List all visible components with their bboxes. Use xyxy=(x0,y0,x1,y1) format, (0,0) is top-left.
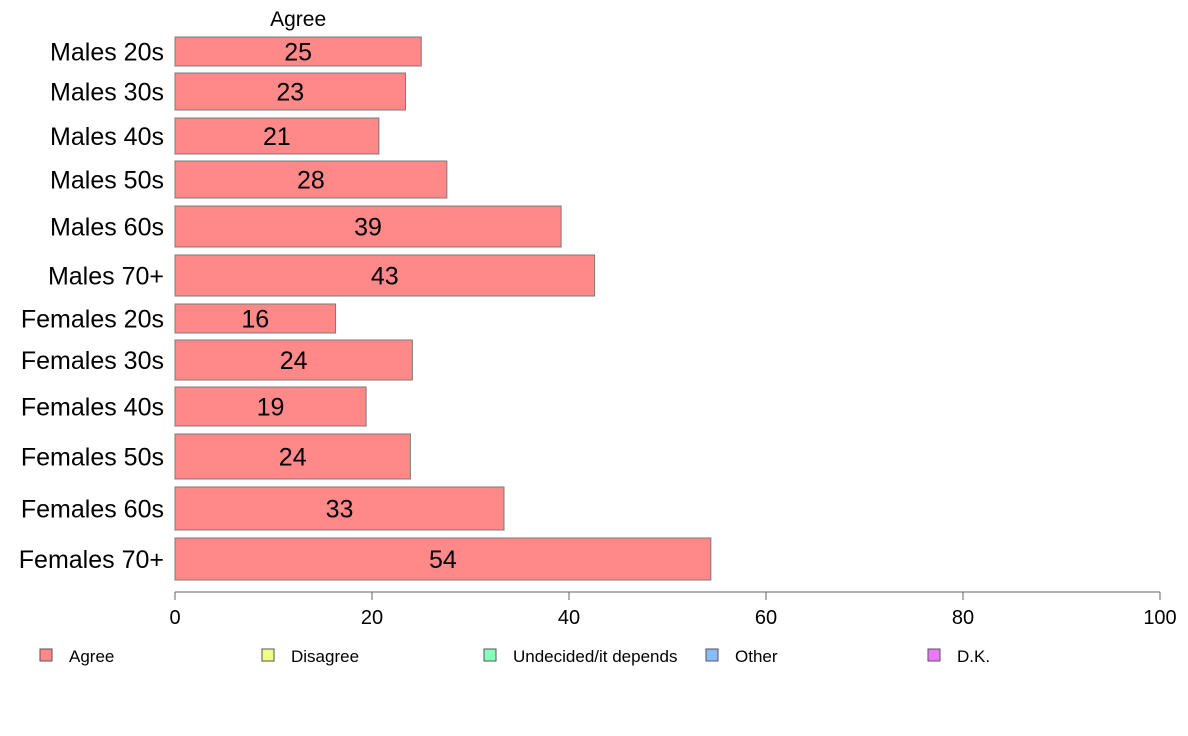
bar-agree-males-20s xyxy=(174,36,422,67)
legend-swatch-disagree xyxy=(261,648,275,662)
x-tick-label-60: 60 xyxy=(755,607,777,629)
bar-agree-females-40s xyxy=(174,386,367,427)
value-label-agree-females-70: 54 xyxy=(429,546,457,574)
value-label-agree-males-70: 43 xyxy=(371,263,399,291)
x-tick-label-80: 80 xyxy=(952,607,974,629)
category-label-males-40s: Males 40s xyxy=(50,123,164,151)
bar-agree-males-40s xyxy=(174,117,380,155)
value-label-agree-females-50s: 24 xyxy=(279,444,307,472)
x-tick-label-20: 20 xyxy=(361,607,383,629)
category-label-females-40s: Females 40s xyxy=(21,394,164,422)
category-label-males-20s: Males 20s xyxy=(50,39,164,67)
bar-agree-males-30s xyxy=(174,72,406,111)
legend-label-agree: Agree xyxy=(69,647,114,666)
x-tick-label-100: 100 xyxy=(1143,607,1176,629)
legend-swatch-agree xyxy=(39,648,53,662)
x-axis: 0 20 40 60 80 100 xyxy=(169,591,1177,629)
category-label-females-50s: Females 50s xyxy=(21,444,164,472)
value-label-agree-females-30s: 24 xyxy=(280,347,308,375)
category-label-males-50s: Males 50s xyxy=(50,167,164,195)
category-label-males-60s: Males 60s xyxy=(50,214,164,242)
category-label-females-30s: Females 30s xyxy=(21,347,164,375)
bar-agree-females-70 xyxy=(174,537,712,581)
bar-agree-males-50s xyxy=(174,160,448,199)
legend-label-undecided-it-depends: Undecided/it depends xyxy=(513,647,677,666)
value-label-agree-males-30s: 23 xyxy=(276,79,304,107)
category-labels-group: Males 20s Males 30s Males 40s Males 50s Male… xyxy=(19,39,164,575)
legend-swatch-undecided-it-depends xyxy=(483,648,497,662)
value-label-agree-males-20s: 25 xyxy=(284,39,312,67)
bar-agree-females-60s xyxy=(174,486,505,531)
bar-agree-females-30s xyxy=(174,339,413,381)
bars-group xyxy=(174,36,712,581)
x-tick-label-40: 40 xyxy=(558,607,580,629)
legend: Agree Disagree Undecided/it depends Other D.… xyxy=(39,647,990,666)
x-tick-label-0: 0 xyxy=(169,607,180,629)
value-label-agree-females-40s: 19 xyxy=(257,394,285,422)
value-label-agree-females-60s: 33 xyxy=(326,496,354,524)
legend-swatch-d-k xyxy=(927,648,941,662)
value-label-agree-males-50s: 28 xyxy=(297,167,325,195)
category-label-males-70: Males 70+ xyxy=(48,263,164,291)
category-label-females-60s: Females 60s xyxy=(21,496,164,524)
bar-agree-females-50s xyxy=(174,433,411,480)
bar-agree-males-60s xyxy=(174,205,562,248)
value-label-agree-males-40s: 21 xyxy=(263,123,291,151)
category-label-females-20s: Females 20s xyxy=(21,306,164,334)
bar-agree-females-20s xyxy=(174,303,337,334)
category-label-males-30s: Males 30s xyxy=(50,79,164,107)
category-label-females-70: Females 70+ xyxy=(19,546,164,574)
bar-agree-males-70 xyxy=(174,254,596,297)
legend-label-other: Other xyxy=(735,647,778,666)
value-label-agree-females-20s: 16 xyxy=(241,306,269,334)
legend-swatch-other xyxy=(705,648,719,662)
legend-label-disagree: Disagree xyxy=(291,647,359,666)
series-header: Agree xyxy=(270,8,326,31)
value-label-agree-males-60s: 39 xyxy=(354,214,382,242)
legend-label-d-k: D.K. xyxy=(957,647,990,666)
